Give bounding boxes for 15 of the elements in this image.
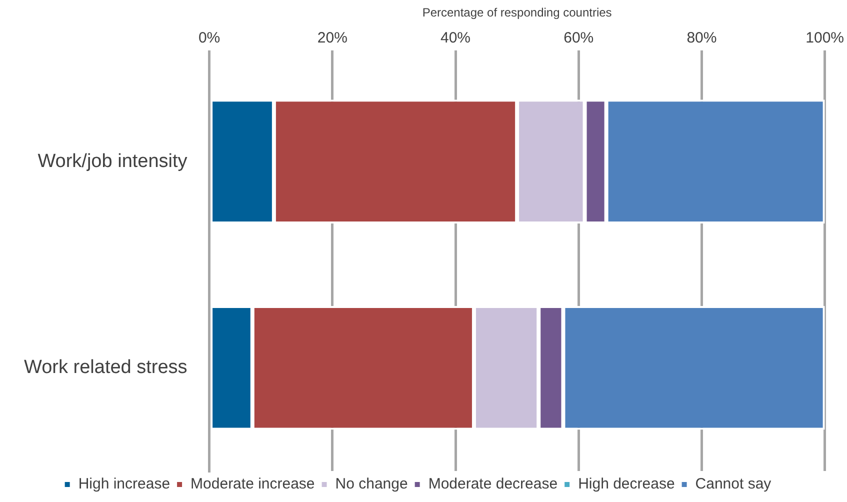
legend-label: No change xyxy=(335,476,408,493)
legend-label: High increase xyxy=(78,476,170,493)
x-tick-label: 0% xyxy=(198,30,220,47)
x-tick-label: 20% xyxy=(317,30,348,47)
legend-label: Moderate increase xyxy=(190,476,315,493)
x-tick-label: 100% xyxy=(806,30,844,47)
x-tick-label: 60% xyxy=(564,30,594,47)
legend-label: Cannot say xyxy=(695,476,772,493)
x-tick-label: 80% xyxy=(686,30,717,47)
y-tick-label: Work related stress xyxy=(24,357,188,378)
x-axis-title: Percentage of responding countries xyxy=(422,6,612,20)
legend-label: Moderate decrease xyxy=(428,476,558,493)
x-tick-label: 40% xyxy=(440,30,471,47)
y-tick-label: Work/job intensity xyxy=(38,150,188,172)
legend-label: High decrease xyxy=(578,476,675,493)
